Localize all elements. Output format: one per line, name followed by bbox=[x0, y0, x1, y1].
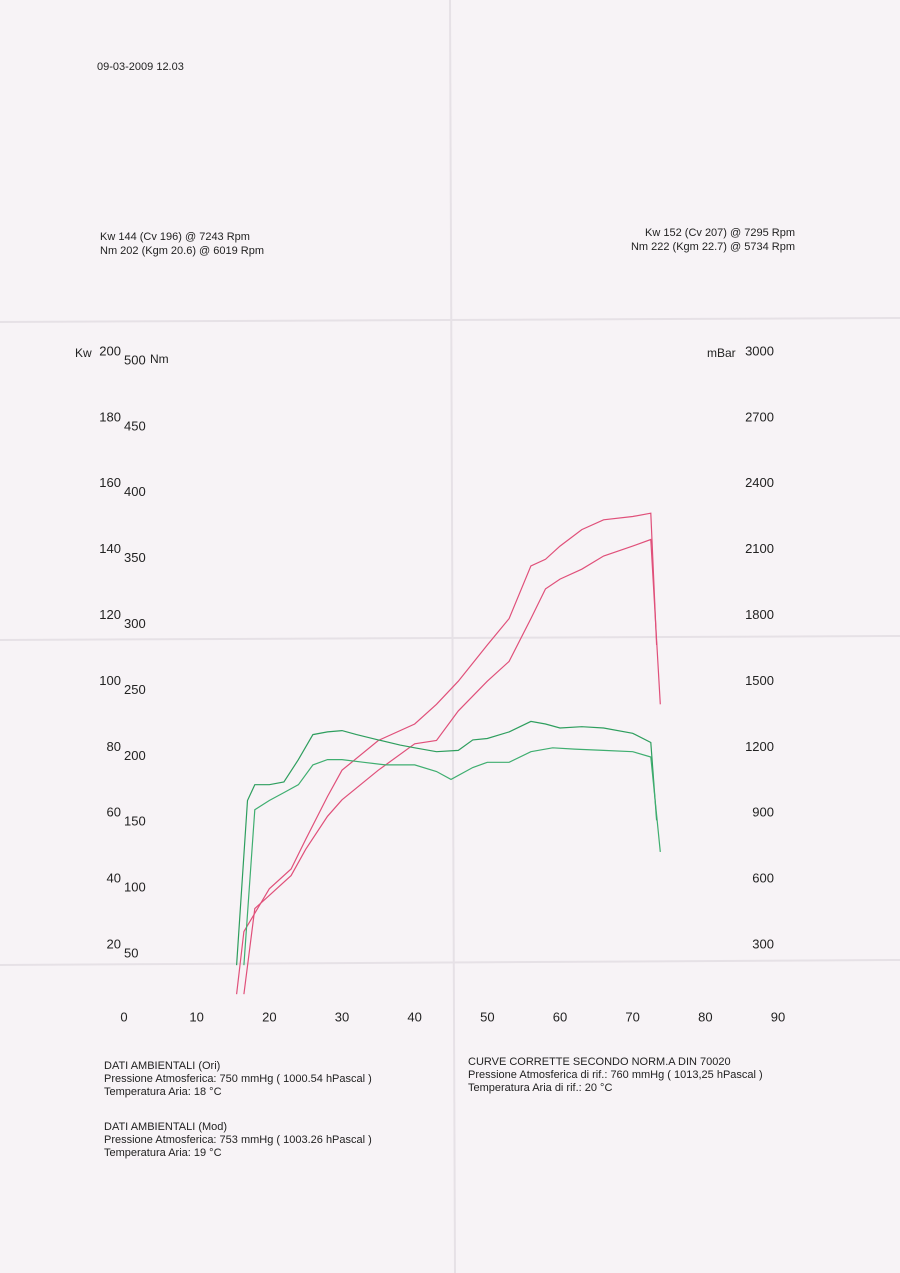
fold bbox=[0, 959, 900, 966]
y2-tick-label: 250 bbox=[124, 682, 146, 697]
y3-tick-label: 600 bbox=[752, 871, 774, 886]
line bbox=[243, 747, 661, 966]
peak-left: Kw 144 (Cv 196) @ 7243 Rpm bbox=[100, 231, 250, 243]
y-tick-label: 80 bbox=[107, 739, 121, 754]
y3-tick-label: 900 bbox=[752, 805, 774, 820]
y3-axis-label: mBar bbox=[707, 346, 736, 360]
y-tick-label: 20 bbox=[107, 937, 121, 952]
y-tick-label: 120 bbox=[99, 607, 121, 622]
x-tick-label: 40 bbox=[407, 1009, 421, 1024]
peak-right: Nm 222 (Kgm 22.7) @ 5734 Rpm bbox=[631, 241, 795, 253]
y-axis-label: Kw bbox=[75, 346, 92, 360]
y-tick-label: 140 bbox=[99, 541, 121, 556]
x-tick-label: 20 bbox=[262, 1009, 276, 1024]
y2-tick-label: 500 bbox=[124, 352, 146, 367]
x-tick-label: 10 bbox=[189, 1009, 203, 1024]
y-tick-label: 100 bbox=[99, 673, 121, 688]
y2-tick-label: 200 bbox=[124, 748, 146, 763]
y-tick-label: 40 bbox=[107, 871, 121, 886]
y2-tick-label: 100 bbox=[124, 880, 146, 895]
y3-tick-label: 2400 bbox=[745, 475, 774, 490]
y3-tick-label: 300 bbox=[752, 937, 774, 952]
x-tick-label: 0 bbox=[120, 1009, 127, 1024]
x-tick-label: 30 bbox=[335, 1009, 349, 1024]
y2-tick-label: 150 bbox=[124, 814, 146, 829]
y3-tick-label: 1800 bbox=[745, 607, 774, 622]
x-tick-label: 80 bbox=[698, 1009, 712, 1024]
ambient-text: Pressione Atmosferica di rif.: 760 mmHg … bbox=[468, 1069, 763, 1081]
x-tick-label: 50 bbox=[480, 1009, 494, 1024]
ambient-text: DATI AMBIENTALI (Ori) bbox=[104, 1060, 220, 1072]
fold bbox=[0, 635, 900, 641]
ambient-text: Temperatura Aria: 18 °C bbox=[104, 1086, 222, 1098]
ambient-text: DATI AMBIENTALI (Mod) bbox=[104, 1121, 227, 1133]
y2-tick-label: 50 bbox=[124, 946, 138, 961]
y3-tick-label: 2100 bbox=[745, 541, 774, 556]
line bbox=[236, 720, 658, 966]
y2-tick-label: 350 bbox=[124, 550, 146, 565]
fold bbox=[0, 317, 900, 323]
peak-left: Nm 202 (Kgm 20.6) @ 6019 Rpm bbox=[100, 245, 264, 257]
x-tick-label: 60 bbox=[553, 1009, 567, 1024]
date: 09-03-2009 12.03 bbox=[97, 61, 184, 73]
ambient-text: Temperatura Aria: 19 °C bbox=[104, 1147, 222, 1159]
line bbox=[236, 512, 658, 995]
y3-tick-label: 1500 bbox=[745, 673, 774, 688]
y-tick-label: 160 bbox=[99, 475, 121, 490]
y2-axis-label: Nm bbox=[150, 352, 169, 366]
y3-tick-label: 2700 bbox=[745, 409, 774, 424]
y2-tick-label: 450 bbox=[124, 418, 146, 433]
y-tick-label: 200 bbox=[99, 343, 121, 358]
fold bbox=[449, 0, 456, 1273]
peak-right: Kw 152 (Cv 207) @ 7295 Rpm bbox=[645, 227, 795, 239]
y-tick-label: 60 bbox=[107, 805, 121, 820]
y3-tick-label: 3000 bbox=[745, 343, 774, 358]
ambient-text: Temperatura Aria di rif.: 20 °C bbox=[468, 1082, 612, 1094]
ambient-text: Pressione Atmosferica: 753 mmHg ( 1003.2… bbox=[104, 1134, 372, 1146]
line bbox=[243, 538, 661, 995]
y2-tick-label: 400 bbox=[124, 484, 146, 499]
y3-tick-label: 1200 bbox=[745, 739, 774, 754]
x-tick-label: 90 bbox=[771, 1009, 785, 1024]
y2-tick-label: 300 bbox=[124, 616, 146, 631]
y-tick-label: 180 bbox=[99, 409, 121, 424]
x-tick-label: 70 bbox=[625, 1009, 639, 1024]
ambient-text: CURVE CORRETTE SECONDO NORM.A DIN 70020 bbox=[468, 1056, 731, 1068]
ambient-text: Pressione Atmosferica: 750 mmHg ( 1000.5… bbox=[104, 1073, 372, 1085]
